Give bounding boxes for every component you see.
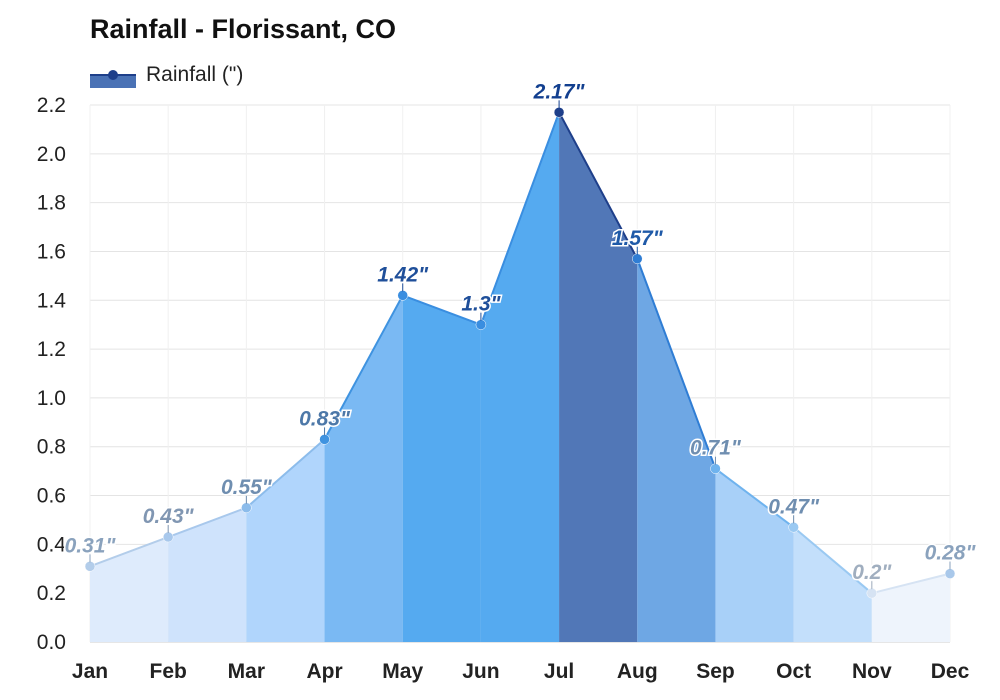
area-segment-may [402, 295, 481, 642]
data-point-sep[interactable] [710, 463, 721, 474]
y-tick-label: 0.6 [37, 485, 66, 508]
series-line [89, 111, 951, 595]
y-tick-label: 0.2 [37, 582, 66, 605]
data-labels: 0.31" 0.43" 0.55" 0.83" 1.42" 1.3" 2.17" 1.57" 0… [63, 79, 978, 590]
line-segment-may [402, 294, 482, 326]
line-segment-sep [714, 467, 795, 529]
x-tick-label: Sep [696, 660, 735, 683]
legend-swatch [90, 62, 136, 88]
y-axis-ticks: 0.0 0.2 0.4 0.6 0.8 1.0 1.2 1.4 1.6 1.8 2.0 2.2 [37, 94, 67, 654]
area-segment-aug [637, 258, 716, 642]
y-tick-label: 1.2 [37, 338, 66, 361]
x-tick-label: Jun [462, 660, 499, 683]
legend-marker-icon [108, 70, 118, 80]
y-tick-label: 2.0 [37, 143, 66, 166]
line-segment-jun [479, 111, 561, 326]
area-segment-mar [246, 439, 325, 642]
area-segment-nov [871, 573, 950, 642]
data-label-feb: 0.43" [143, 505, 195, 528]
x-tick-label: May [382, 660, 423, 683]
x-tick-label: Dec [931, 660, 970, 683]
x-tick-label: Feb [150, 660, 187, 683]
data-label-oct: 0.47" [768, 495, 820, 518]
data-point-dec[interactable] [944, 568, 956, 579]
x-tick-label: Nov [852, 660, 892, 683]
area-segment-feb [168, 507, 247, 642]
area-segment-apr [324, 295, 403, 642]
data-label-jul: 2.17" [533, 80, 586, 103]
y-tick-label: 2.2 [37, 94, 66, 117]
x-tick-label: Oct [776, 660, 811, 683]
data-point-may[interactable] [397, 290, 408, 301]
chart-title: Rainfall - Florissant, CO [90, 14, 397, 44]
y-tick-label: 0.8 [37, 436, 66, 459]
data-point-jul[interactable] [553, 107, 565, 118]
line-segment-apr [323, 294, 404, 440]
data-points [84, 107, 956, 599]
data-label-apr: 0.83" [299, 407, 351, 430]
data-label-dec: 0.28" [925, 542, 977, 565]
data-point-apr[interactable] [319, 434, 330, 445]
area-segment-sep [715, 468, 794, 642]
y-tick-label: 1.8 [37, 192, 66, 215]
x-tick-label: Jul [544, 660, 574, 683]
data-point-mar[interactable] [241, 502, 252, 513]
area-segment-jun [480, 112, 560, 642]
area-segment-jul [559, 112, 638, 642]
data-label-jun: 1.3" [461, 293, 501, 316]
line-segment-jul [558, 111, 639, 260]
line-segment-mar [245, 438, 326, 509]
data-label-may: 1.42" [377, 263, 429, 286]
line-segment-aug [636, 258, 717, 470]
y-tick-label: 0.0 [37, 631, 66, 654]
area-segment-oct [793, 527, 872, 642]
y-tick-label: 1.4 [37, 289, 67, 312]
data-point-feb[interactable] [162, 531, 174, 543]
data-label-jan: 0.31" [65, 534, 117, 557]
data-point-jun[interactable] [475, 319, 487, 330]
data-point-oct[interactable] [788, 522, 799, 533]
y-tick-label: 1.0 [37, 387, 66, 410]
y-tick-label: 0.4 [37, 533, 67, 556]
y-tick-label: 1.6 [37, 240, 66, 263]
data-label-mar: 0.55" [221, 476, 273, 499]
area-segments [90, 112, 950, 642]
legend-label: Rainfall (") [146, 63, 244, 86]
legend[interactable]: Rainfall (") [90, 61, 243, 89]
x-tick-label: Mar [228, 660, 265, 683]
line-segment-jan [89, 536, 169, 568]
data-label-nov: 0.2" [852, 561, 892, 584]
line-segment-nov [871, 572, 951, 595]
data-point-aug[interactable] [632, 253, 643, 265]
data-point-nov[interactable] [866, 587, 878, 599]
x-tick-label: Jan [72, 660, 108, 683]
x-tick-label: Aug [617, 660, 658, 683]
data-label-aug: 1.57" [612, 227, 664, 250]
line-segment-feb [167, 506, 247, 538]
x-tick-label: Apr [306, 660, 342, 683]
data-label-sep: 0.71" [690, 437, 742, 460]
line-segment-oct [792, 526, 873, 594]
area-segment-jan [90, 537, 169, 642]
x-axis-ticks: Jan Feb Mar Apr May Jun Jul Aug Sep Oct Nov Dec [72, 660, 970, 683]
data-point-jan[interactable] [84, 561, 96, 572]
